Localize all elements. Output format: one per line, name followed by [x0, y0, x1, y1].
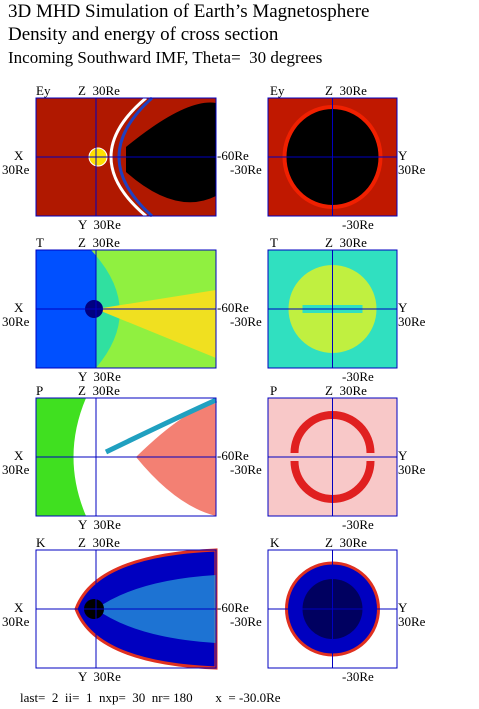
axis-label: 30Re [2, 162, 30, 177]
w [96, 290, 216, 358]
right-panel [267, 397, 398, 517]
axis-label: Z 30Re [78, 235, 120, 250]
axis-label: -60Re [217, 148, 249, 163]
variable-label: K [270, 535, 280, 550]
axis-label: -30Re [342, 217, 374, 232]
title-line: Incoming Southward IMF, Theta= 30 degree… [8, 48, 322, 67]
axis-label: Z 30Re [325, 83, 367, 98]
axis-label: -30Re [230, 162, 262, 177]
axis-label: 30Re [398, 314, 426, 329]
axis-label: X [14, 600, 24, 615]
axis-label: X [14, 300, 24, 315]
axis-label: -60Re [217, 600, 249, 615]
wedge [126, 102, 216, 203]
right-panel [267, 97, 398, 217]
axis-label: Z 30Re [78, 83, 120, 98]
title-line: Density and energy of cross section [8, 24, 279, 45]
left-panel [35, 397, 218, 517]
variable-label: T [36, 235, 44, 250]
axis-label: Z 30Re [325, 535, 367, 550]
left-panel [35, 249, 217, 369]
variable-label: P [270, 383, 277, 398]
axis-label: Z 30Re [325, 383, 367, 398]
r [136, 403, 216, 516]
axis-label: Y [398, 600, 408, 615]
axis-label: Y 30Re [78, 217, 121, 232]
title-line: 3D MHD Simulation of Earth’s Magnetosphe… [8, 1, 369, 22]
axis-label: Y [398, 300, 408, 315]
variable-label: T [270, 235, 278, 250]
axis-label: Z 30Re [78, 535, 120, 550]
axis-label: 30Re [398, 614, 426, 629]
axis-label: X [14, 148, 24, 163]
axis-label: 30Re [2, 462, 30, 477]
axis-label: -30Re [342, 517, 374, 532]
axis-label: Z 30Re [78, 383, 120, 398]
axis-label: X [14, 448, 24, 463]
variable-label: Ey [270, 83, 285, 98]
left-panel [35, 96, 217, 218]
axis-label: -60Re [217, 448, 249, 463]
variable-label: P [36, 383, 43, 398]
axis-label: -30Re [230, 314, 262, 329]
axis-label: Y 30Re [78, 669, 121, 684]
axis-label: 30Re [2, 314, 30, 329]
axis-label: -60Re [217, 300, 249, 315]
axis-label: 30Re [398, 462, 426, 477]
variable-label: Ey [36, 83, 51, 98]
right-panel [267, 249, 398, 369]
right-panel [267, 549, 398, 669]
footer: last= 2 ii= 1 nxp= 30 nr= 180 x = -30.0R… [20, 690, 281, 705]
axis-label: 30Re [2, 614, 30, 629]
axis-label: -30Re [342, 369, 374, 384]
axis-label: Y [398, 448, 408, 463]
axis-label: -30Re [230, 462, 262, 477]
axis-label: -30Re [342, 669, 374, 684]
b [104, 397, 218, 455]
left-panel [35, 548, 218, 670]
axis-label: Z 30Re [325, 235, 367, 250]
axis-label: Y 30Re [78, 517, 121, 532]
axis-label: Y 30Re [78, 369, 121, 384]
axis-label: -30Re [230, 614, 262, 629]
axis-label: 30Re [398, 162, 426, 177]
variable-label: K [36, 535, 46, 550]
axis-label: Y [398, 148, 408, 163]
